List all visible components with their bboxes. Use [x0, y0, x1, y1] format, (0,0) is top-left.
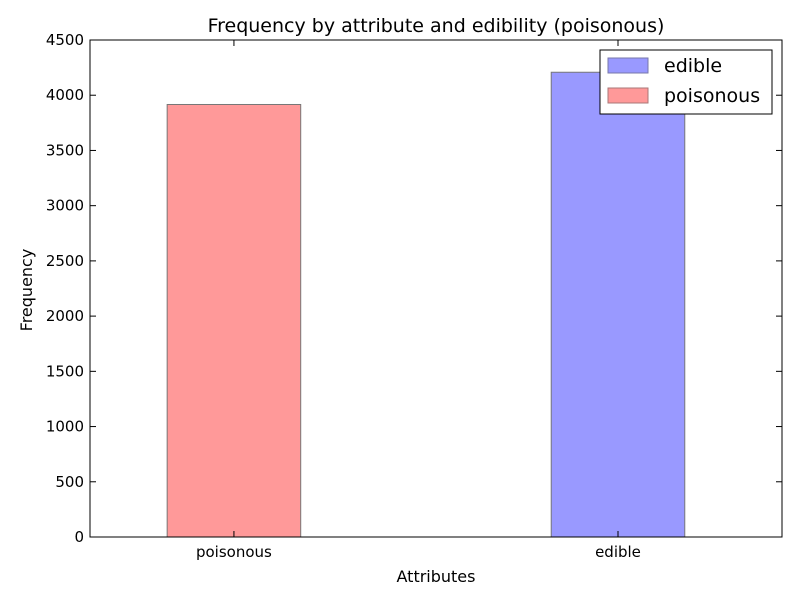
y-tick-label: 0: [74, 528, 84, 546]
y-axis: 0 500 1000 1500 2000 2500 3000 3500 4000 4500: [46, 31, 782, 546]
bar-edible-edible: [550, 71, 686, 538]
y-tick-label: 4500: [46, 31, 84, 49]
y-tick-label: 3000: [46, 197, 84, 215]
chart-title: Frequency by attribute and edibility (po…: [208, 15, 665, 37]
legend: edible poisonous: [599, 49, 773, 115]
legend-swatch-poisonous: [607, 87, 649, 104]
y-axis-label: Frequency: [17, 249, 36, 332]
legend-label-poisonous: poisonous: [664, 85, 760, 107]
x-tick-label-edible: edible: [595, 543, 641, 561]
y-tick-label: 2500: [46, 252, 84, 270]
y-tick-label: 1000: [46, 418, 84, 436]
y-tick-label: 1500: [46, 362, 84, 380]
x-axis: poisonous edible: [196, 40, 641, 561]
bars-group: [166, 71, 686, 538]
plot-frame: [89, 39, 783, 538]
x-axis-label: Attributes: [397, 567, 476, 586]
legend-label-edible: edible: [664, 55, 722, 77]
x-tick-label-poisonous: poisonous: [196, 543, 272, 561]
bar-poisonous-poisonous: [166, 103, 302, 538]
y-tick-label: 4000: [46, 86, 84, 104]
y-tick-label: 2000: [46, 307, 84, 325]
y-tick-label: 3500: [46, 141, 84, 159]
legend-swatch-edible: [607, 57, 649, 74]
y-tick-label: 500: [55, 473, 84, 491]
